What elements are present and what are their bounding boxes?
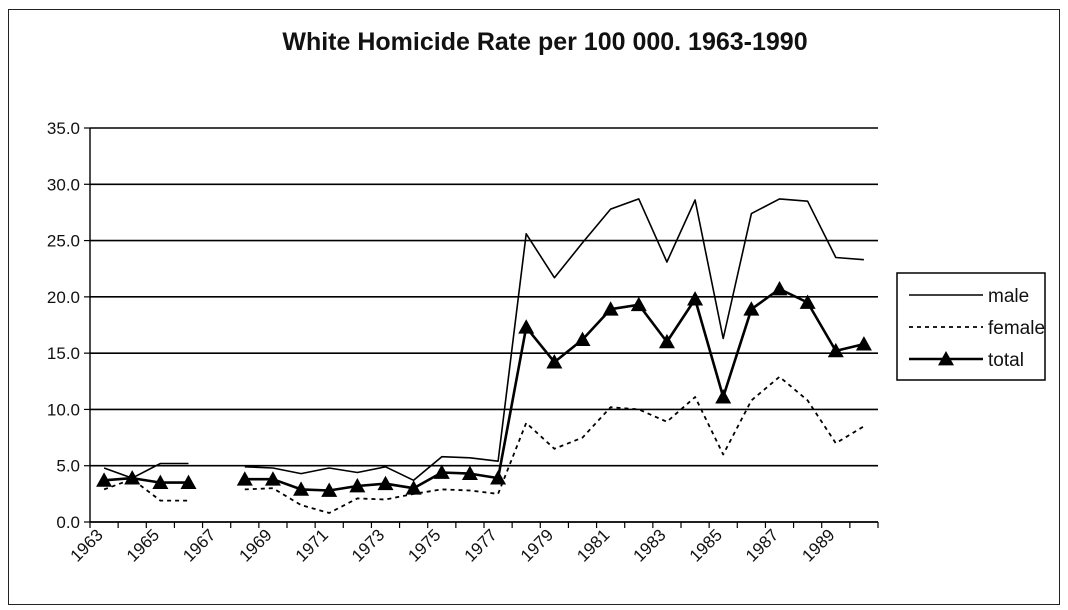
data-point-total (321, 482, 338, 497)
y-tick-label: 20.0 (47, 288, 80, 307)
data-point-total (602, 301, 619, 316)
data-point-total (490, 470, 507, 485)
data-point-total (658, 333, 675, 349)
y-tick-label: 35.0 (47, 119, 80, 138)
data-point-total (855, 336, 872, 351)
y-tick-label: 10.0 (47, 400, 80, 419)
data-point-total (518, 319, 535, 334)
gridlines (90, 127, 878, 523)
x-tick-label: 1971 (292, 525, 332, 565)
data-point-total (264, 471, 281, 486)
x-tick-label: 1967 (179, 525, 219, 565)
data-point-total (715, 389, 732, 404)
x-tick-label: 1975 (404, 525, 444, 565)
series-line-female (103, 375, 865, 514)
y-tick-label: 30.0 (47, 175, 80, 194)
x-tick-label: 1979 (517, 525, 557, 565)
data-point-total (461, 465, 478, 480)
y-tick-label: 0.0 (56, 513, 80, 532)
data-point-total (827, 342, 844, 358)
series-lines (96, 198, 872, 514)
x-tick-label: 1969 (236, 525, 276, 565)
y-tick-label: 15.0 (47, 344, 80, 363)
data-point-total (180, 474, 197, 489)
legend-box (896, 272, 1046, 381)
data-point-total (124, 470, 141, 485)
data-point-total (687, 291, 704, 306)
x-tick-label: 1973 (348, 525, 388, 565)
data-point-total (574, 331, 591, 347)
data-point-total (630, 296, 647, 312)
data-point-total (799, 294, 816, 309)
y-tick-label: 25.0 (47, 232, 80, 251)
y-tick-label: 5.0 (56, 457, 80, 476)
series-line-male (103, 198, 864, 482)
legend-label-female: female (988, 318, 1045, 339)
legend: male female total (896, 272, 1046, 381)
x-tick-label: 1989 (798, 525, 838, 565)
legend-label-male: male (988, 286, 1029, 307)
chart-frame (8, 9, 1060, 605)
x-tick-label: 1983 (630, 525, 670, 565)
data-point-total (152, 474, 169, 489)
legend-marker-total (938, 351, 954, 366)
chart-title: White Homicide Rate per 100 000. 1963-19… (282, 28, 808, 56)
data-point-total (743, 301, 760, 316)
data-point-total (349, 477, 366, 493)
legend-label-total: total (988, 350, 1024, 371)
data-point-total (377, 475, 394, 491)
data-point-total (546, 354, 563, 369)
data-point-total (405, 480, 422, 495)
x-tick-label: 1965 (123, 525, 163, 565)
x-tick-label: 1977 (461, 525, 501, 565)
data-point-total (236, 471, 253, 486)
data-point-total (293, 481, 310, 496)
data-point-total (96, 472, 113, 487)
x-tick-label: 1985 (686, 525, 726, 565)
x-tick-label: 1981 (573, 525, 613, 565)
data-point-total (433, 464, 450, 479)
data-point-total (771, 280, 788, 296)
x-tick-label: 1987 (742, 525, 782, 565)
